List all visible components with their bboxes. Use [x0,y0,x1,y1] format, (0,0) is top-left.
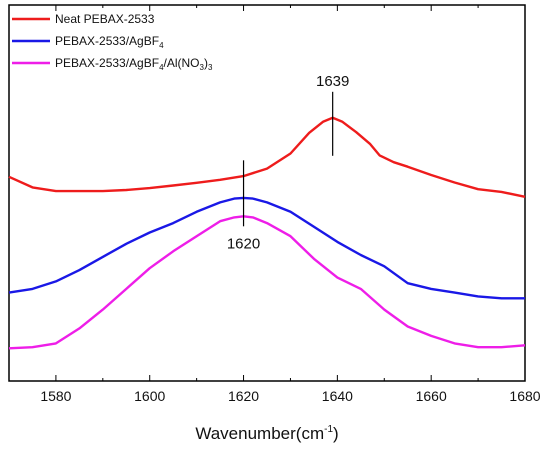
plot-frame [8,4,526,382]
x-axis-title: Wavenumber(cm-1) [195,424,338,443]
series-line [8,215,526,350]
x-tick-label: 1680 [509,388,540,404]
legend: Neat PEBAX-2533 PEBAX-2533/AgBF4 PEBAX-253… [12,12,213,72]
x-tick-label: 1620 [228,388,259,404]
x-tick-label: 1600 [134,388,165,404]
series-line [8,116,526,198]
x-tick-label: 1580 [40,388,71,404]
x-tick-label: 1660 [416,388,447,404]
series-lines [8,116,526,350]
series-line [8,196,525,300]
legend-entry: Neat PEBAX-2533 [55,12,155,26]
x-tick-label: 1640 [322,388,353,404]
peak-annotations: 1639 1620 [227,73,350,253]
legend-entry: PEBAX-2533/AgBF4 [55,34,164,50]
annotation-label: 1639 [316,73,349,90]
x-axis-ticks: 1580 1600 1620 1640 1660 1680 [8,5,541,404]
annotation-label: 1620 [227,235,260,252]
legend-entry: PEBAX-2533/AgBF4/Al(NO3)3 [55,56,213,72]
